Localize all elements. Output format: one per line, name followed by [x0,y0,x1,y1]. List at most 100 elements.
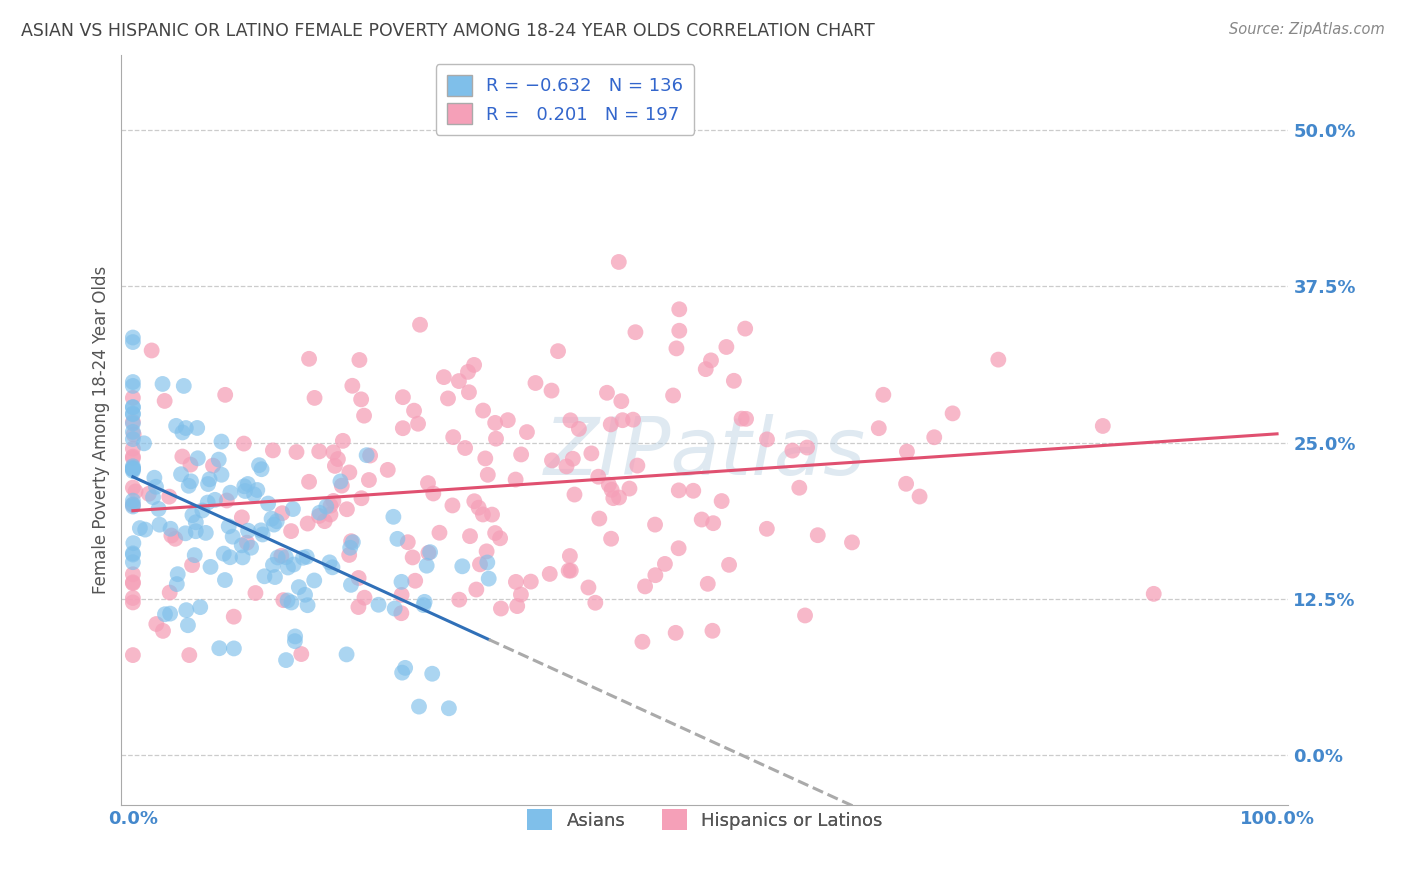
Point [412,598,434,612]
Point [208,452,231,467]
Point [668,483,690,498]
Point [122,567,145,582]
Point [122,460,145,475]
Point [626,458,648,473]
Point [441,499,464,513]
Point [441,430,464,444]
Point [578,581,600,595]
Text: Source: ZipAtlas.com: Source: ZipAtlas.com [1229,22,1385,37]
Point [841,535,863,549]
Point [284,629,307,643]
Point [266,550,288,565]
Point [260,512,283,526]
Point [314,514,336,528]
Point [326,452,349,467]
Point [471,508,494,522]
Point [474,451,496,466]
Point [477,467,499,482]
Point [631,634,654,648]
Point [406,417,429,431]
Point [1091,419,1114,434]
Point [173,379,195,393]
Point [340,534,363,549]
Point [419,545,441,559]
Point [134,523,156,537]
Point [402,403,425,417]
Point [219,550,242,565]
Point [122,575,145,590]
Point [755,522,778,536]
Point [449,592,471,607]
Point [215,493,238,508]
Point [600,532,623,546]
Point [197,477,219,491]
Point [298,475,321,489]
Point [807,528,830,542]
Point [872,388,894,402]
Point [330,478,353,492]
Point [294,588,316,602]
Point [122,407,145,421]
Point [172,425,194,440]
Point [266,514,288,528]
Point [128,521,150,535]
Point [262,558,284,572]
Point [396,535,419,549]
Point [122,375,145,389]
Point [644,568,666,582]
Point [347,571,370,585]
Point [322,494,344,508]
Point [335,648,357,662]
Point [280,595,302,609]
Point [463,494,485,508]
Point [478,572,501,586]
Point [356,448,378,462]
Point [509,588,531,602]
Point [484,416,506,430]
Point [454,441,477,455]
Point [284,634,307,648]
Point [247,458,270,472]
Point [166,567,188,582]
Point [481,508,503,522]
Point [319,508,342,522]
Point [122,401,145,415]
Point [218,519,240,533]
Point [602,491,624,505]
Point [177,479,200,493]
Point [179,458,201,472]
Point [665,625,688,640]
Point [231,538,253,552]
Point [702,516,724,531]
Point [187,451,209,466]
Point [433,370,456,384]
Point [166,577,188,591]
Point [122,493,145,508]
Point [350,392,373,407]
Point [413,595,436,609]
Point [122,497,145,511]
Point [122,648,145,662]
Point [339,541,361,555]
Point [485,432,508,446]
Point [250,524,273,538]
Point [122,417,145,431]
Point [221,530,243,544]
Point [654,557,676,571]
Point [200,560,222,574]
Point [568,422,591,436]
Point [337,466,360,480]
Point [298,351,321,366]
Point [734,321,756,335]
Point [321,560,343,574]
Point [322,445,344,459]
Point [409,318,432,332]
Point [283,558,305,572]
Point [165,418,187,433]
Point [222,609,245,624]
Point [122,595,145,609]
Point [662,388,685,402]
Point [665,342,688,356]
Point [177,618,200,632]
Point [588,511,610,525]
